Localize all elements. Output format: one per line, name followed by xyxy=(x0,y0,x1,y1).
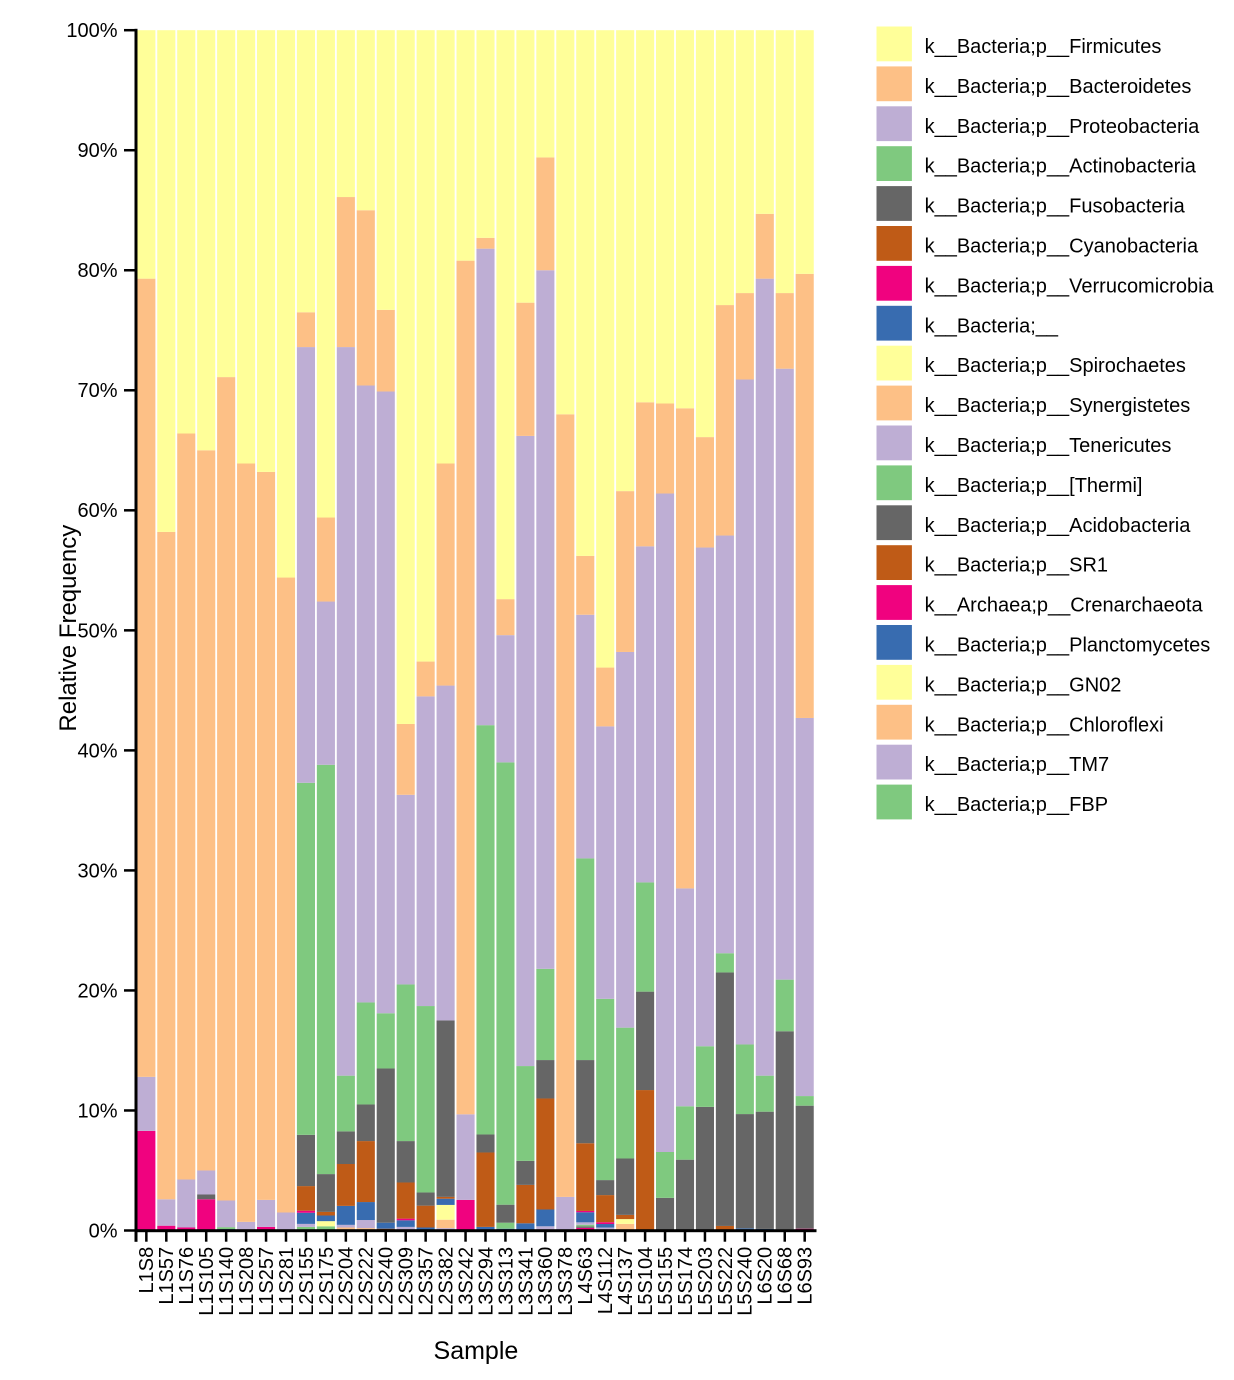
svg-text:L1S76: L1S76 xyxy=(176,1247,198,1305)
svg-text:L5S155: L5S155 xyxy=(655,1247,677,1316)
svg-text:60%: 60% xyxy=(77,500,117,522)
svg-text:20%: 20% xyxy=(77,980,117,1002)
svg-text:k__Bacteria;p__TM7: k__Bacteria;p__TM7 xyxy=(925,754,1110,776)
svg-text:L4S137: L4S137 xyxy=(615,1247,637,1316)
svg-text:L5S174: L5S174 xyxy=(675,1247,697,1316)
svg-text:L6S93: L6S93 xyxy=(795,1247,817,1305)
svg-text:L5S222: L5S222 xyxy=(715,1247,737,1316)
svg-text:L3S341: L3S341 xyxy=(515,1247,537,1316)
svg-text:L3S360: L3S360 xyxy=(535,1247,557,1316)
svg-text:L6S68: L6S68 xyxy=(775,1247,797,1305)
svg-text:L2S175: L2S175 xyxy=(316,1247,338,1316)
svg-text:k__Bacteria;p__Verrucomicrobia: k__Bacteria;p__Verrucomicrobia xyxy=(925,275,1215,297)
svg-text:90%: 90% xyxy=(77,140,117,162)
svg-text:Relative Frequency: Relative Frequency xyxy=(55,525,82,732)
svg-text:L5S240: L5S240 xyxy=(735,1247,757,1316)
svg-text:k__Bacteria;p__GN02: k__Bacteria;p__GN02 xyxy=(925,674,1122,696)
svg-text:L4S63: L4S63 xyxy=(575,1247,597,1305)
svg-text:L6S20: L6S20 xyxy=(755,1247,777,1305)
svg-text:k__Bacteria;p__Chloroflexi: k__Bacteria;p__Chloroflexi xyxy=(925,714,1164,736)
svg-text:k__Archaea;p__Crenarchaeota: k__Archaea;p__Crenarchaeota xyxy=(925,595,1204,617)
svg-text:k__Bacteria;p__Tenericutes: k__Bacteria;p__Tenericutes xyxy=(925,435,1172,457)
svg-text:L3S242: L3S242 xyxy=(455,1247,477,1316)
svg-text:L1S105: L1S105 xyxy=(196,1247,218,1316)
svg-text:80%: 80% xyxy=(77,260,117,282)
svg-text:k__Bacteria;p__SR1: k__Bacteria;p__SR1 xyxy=(925,555,1108,577)
svg-text:L1S57: L1S57 xyxy=(156,1247,178,1305)
svg-text:Sample: Sample xyxy=(434,1337,519,1365)
svg-text:L1S140: L1S140 xyxy=(216,1247,238,1316)
svg-text:L3S294: L3S294 xyxy=(475,1247,497,1316)
svg-text:k__Bacteria;p__[Thermi]: k__Bacteria;p__[Thermi] xyxy=(925,475,1143,497)
svg-text:L3S313: L3S313 xyxy=(495,1247,517,1316)
svg-text:30%: 30% xyxy=(77,860,117,882)
svg-text:L1S257: L1S257 xyxy=(256,1247,278,1316)
svg-text:k__Bacteria;p__Acidobacteria: k__Bacteria;p__Acidobacteria xyxy=(925,515,1192,537)
svg-text:L2S382: L2S382 xyxy=(436,1247,458,1316)
svg-text:L2S222: L2S222 xyxy=(356,1247,378,1316)
svg-text:L2S240: L2S240 xyxy=(376,1247,398,1316)
svg-text:k__Bacteria;p__Fusobacteria: k__Bacteria;p__Fusobacteria xyxy=(925,196,1186,218)
svg-text:k__Bacteria;p__Firmicutes: k__Bacteria;p__Firmicutes xyxy=(925,36,1162,58)
svg-text:k__Bacteria;__: k__Bacteria;__ xyxy=(925,315,1059,337)
svg-text:k__Bacteria;p__Planctomycetes: k__Bacteria;p__Planctomycetes xyxy=(925,635,1211,657)
svg-text:k__Bacteria;p__Proteobacteria: k__Bacteria;p__Proteobacteria xyxy=(925,116,1200,138)
svg-text:L1S8: L1S8 xyxy=(136,1247,158,1294)
svg-text:k__Bacteria;p__Bacteroidetes: k__Bacteria;p__Bacteroidetes xyxy=(925,76,1192,98)
svg-text:L4S112: L4S112 xyxy=(595,1247,617,1314)
svg-text:L2S357: L2S357 xyxy=(416,1247,438,1316)
svg-text:L3S378: L3S378 xyxy=(555,1247,577,1316)
svg-text:L1S281: L1S281 xyxy=(276,1247,298,1316)
svg-text:k__Bacteria;p__Spirochaetes: k__Bacteria;p__Spirochaetes xyxy=(925,355,1186,377)
svg-text:L2S155: L2S155 xyxy=(296,1247,318,1316)
svg-text:100%: 100% xyxy=(66,20,117,42)
svg-text:L1S208: L1S208 xyxy=(236,1247,258,1316)
svg-text:40%: 40% xyxy=(77,740,117,762)
svg-text:k__Bacteria;p__Synergistetes: k__Bacteria;p__Synergistetes xyxy=(925,395,1191,417)
svg-text:L5S104: L5S104 xyxy=(635,1247,657,1316)
svg-text:0%: 0% xyxy=(89,1220,118,1242)
svg-text:L2S309: L2S309 xyxy=(396,1247,418,1316)
svg-text:70%: 70% xyxy=(77,380,117,402)
svg-text:50%: 50% xyxy=(77,620,117,642)
svg-text:10%: 10% xyxy=(77,1100,117,1122)
svg-text:k__Bacteria;p__Cyanobacteria: k__Bacteria;p__Cyanobacteria xyxy=(925,236,1199,258)
svg-text:L2S204: L2S204 xyxy=(336,1247,358,1316)
svg-text:L5S203: L5S203 xyxy=(695,1247,717,1316)
svg-text:k__Bacteria;p__FBP: k__Bacteria;p__FBP xyxy=(925,794,1108,816)
svg-text:k__Bacteria;p__Actinobacteria: k__Bacteria;p__Actinobacteria xyxy=(925,156,1197,178)
